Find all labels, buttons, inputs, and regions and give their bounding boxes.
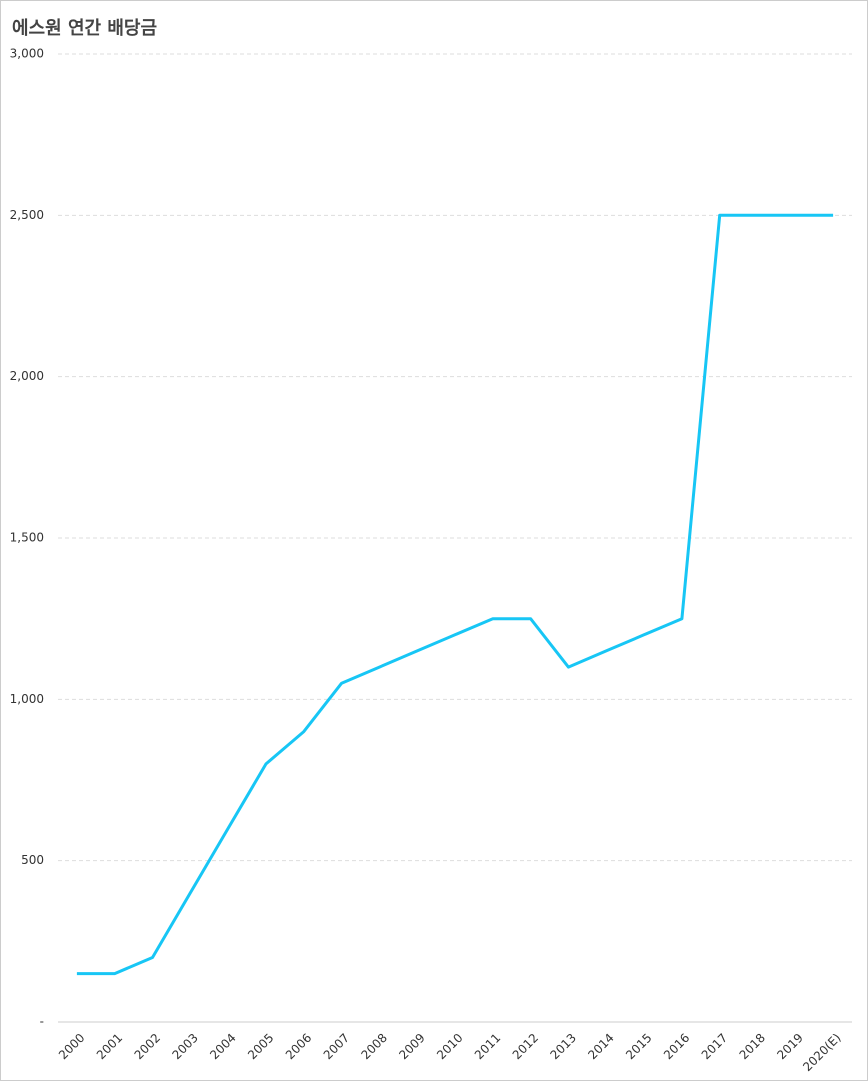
y-tick-label: 1,500 <box>10 531 44 545</box>
y-tick-label: 1,000 <box>10 692 44 706</box>
line <box>76 213 834 976</box>
y-tick-label: 500 <box>21 853 44 867</box>
y-tick-label: 3,000 <box>10 47 44 61</box>
y-tick-label: 2,500 <box>10 208 44 222</box>
y-tick-label: - <box>40 1015 44 1029</box>
chart-title: 에스원 연간 배당금 <box>12 18 157 39</box>
y-tick-label: 2,000 <box>10 369 44 383</box>
